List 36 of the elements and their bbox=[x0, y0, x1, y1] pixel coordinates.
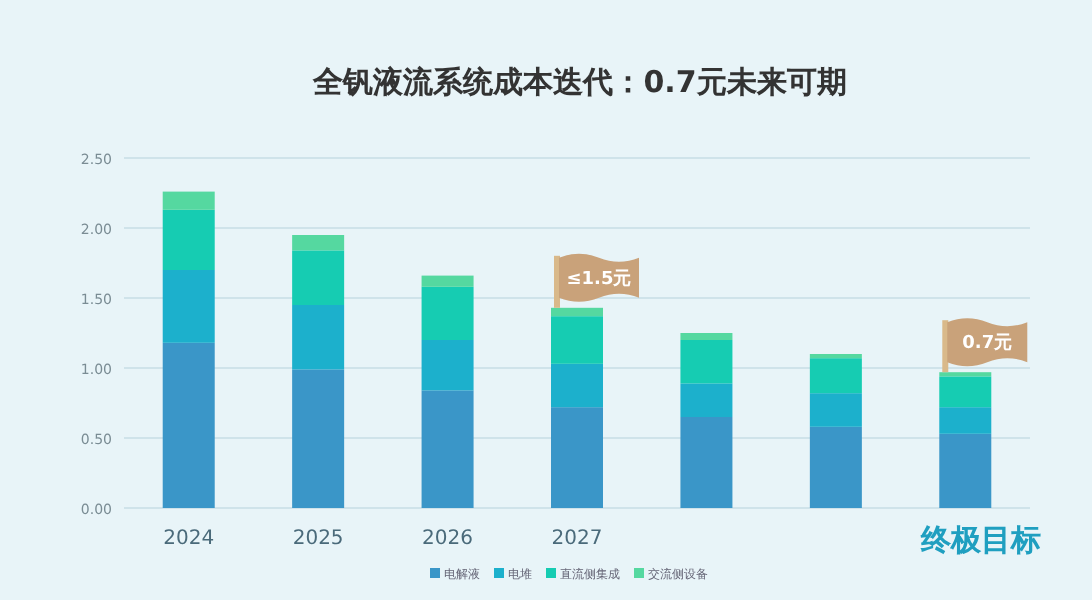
bar bbox=[162, 270, 215, 343]
bar bbox=[551, 407, 603, 508]
bar bbox=[162, 209, 215, 270]
bar bbox=[162, 191, 215, 210]
annotation: ≤1.5元 bbox=[554, 253, 639, 308]
bar bbox=[421, 340, 474, 391]
bar bbox=[939, 407, 992, 434]
bar bbox=[680, 340, 733, 384]
bar bbox=[680, 333, 733, 340]
bar bbox=[939, 433, 992, 508]
bar bbox=[809, 358, 862, 394]
chart-title: 全钒液流系统成本迭代：0.7元未来可期 bbox=[311, 64, 847, 100]
annotation: ≤1.5元 bbox=[566, 267, 632, 290]
annotation: 0.7元 bbox=[962, 332, 1013, 355]
bar bbox=[809, 393, 862, 427]
bar bbox=[292, 235, 345, 251]
bar bbox=[680, 417, 733, 508]
bar bbox=[421, 286, 474, 340]
bar bbox=[292, 305, 345, 370]
x-tick-label: 2024 bbox=[163, 528, 215, 550]
bar bbox=[421, 390, 474, 508]
annotation: 0.7元 bbox=[942, 318, 1028, 373]
bar bbox=[292, 250, 345, 305]
bar bbox=[939, 376, 992, 408]
bar bbox=[551, 363, 603, 408]
x-tick-label: 2026 bbox=[422, 528, 474, 550]
bar bbox=[162, 342, 215, 508]
bar bbox=[551, 307, 603, 317]
bar bbox=[421, 275, 474, 287]
x-tick-label: 2027 bbox=[551, 528, 603, 550]
bar bbox=[551, 316, 603, 364]
x-tick-label: 终极目标 bbox=[919, 522, 1042, 558]
x-tick-label: 2025 bbox=[292, 528, 344, 550]
bar bbox=[292, 369, 345, 508]
bar bbox=[809, 426, 862, 508]
bar bbox=[680, 383, 733, 417]
